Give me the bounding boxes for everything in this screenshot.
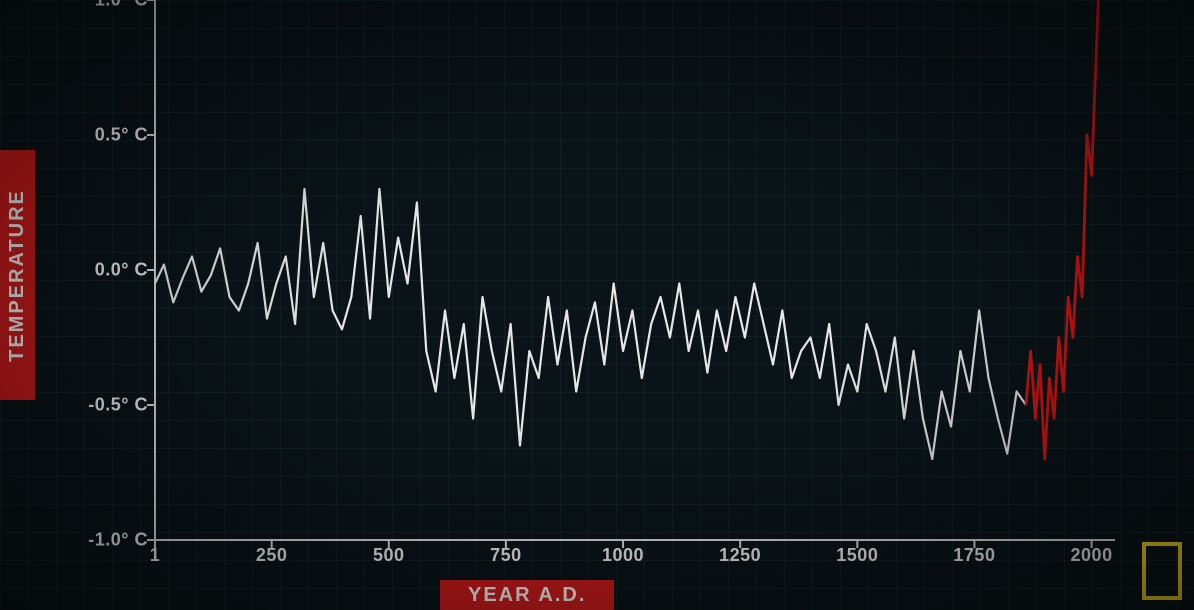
series-recent [1026,0,1099,459]
y-tick-label: -1.0° C [88,530,148,551]
x-tick-label: 1250 [719,545,761,566]
natgeo-logo-icon [1142,542,1182,600]
line-chart [155,0,1115,540]
x-tick-label: 250 [256,545,288,566]
series-historical [155,189,1026,459]
y-tick-label: 1.0° C [95,0,148,11]
x-tick-label: 500 [373,545,405,566]
x-tick-label: 1 [150,545,161,566]
x-tick-label: 2000 [1071,545,1113,566]
y-tick-label: 0.5° C [95,125,148,146]
y-tick-label: 0.0° C [95,260,148,281]
x-axis-label: YEAR A.D. [468,584,586,606]
y-axis-label: TEMPERATURE [6,189,29,362]
x-tick-label: 1750 [953,545,995,566]
y-axis-label-box: TEMPERATURE [0,150,35,400]
y-tick-label: -0.5° C [88,395,148,416]
x-tick-label: 1500 [836,545,878,566]
x-tick-label: 750 [490,545,522,566]
x-axis-label-box: YEAR A.D. [440,580,614,610]
x-tick-label: 1000 [602,545,644,566]
